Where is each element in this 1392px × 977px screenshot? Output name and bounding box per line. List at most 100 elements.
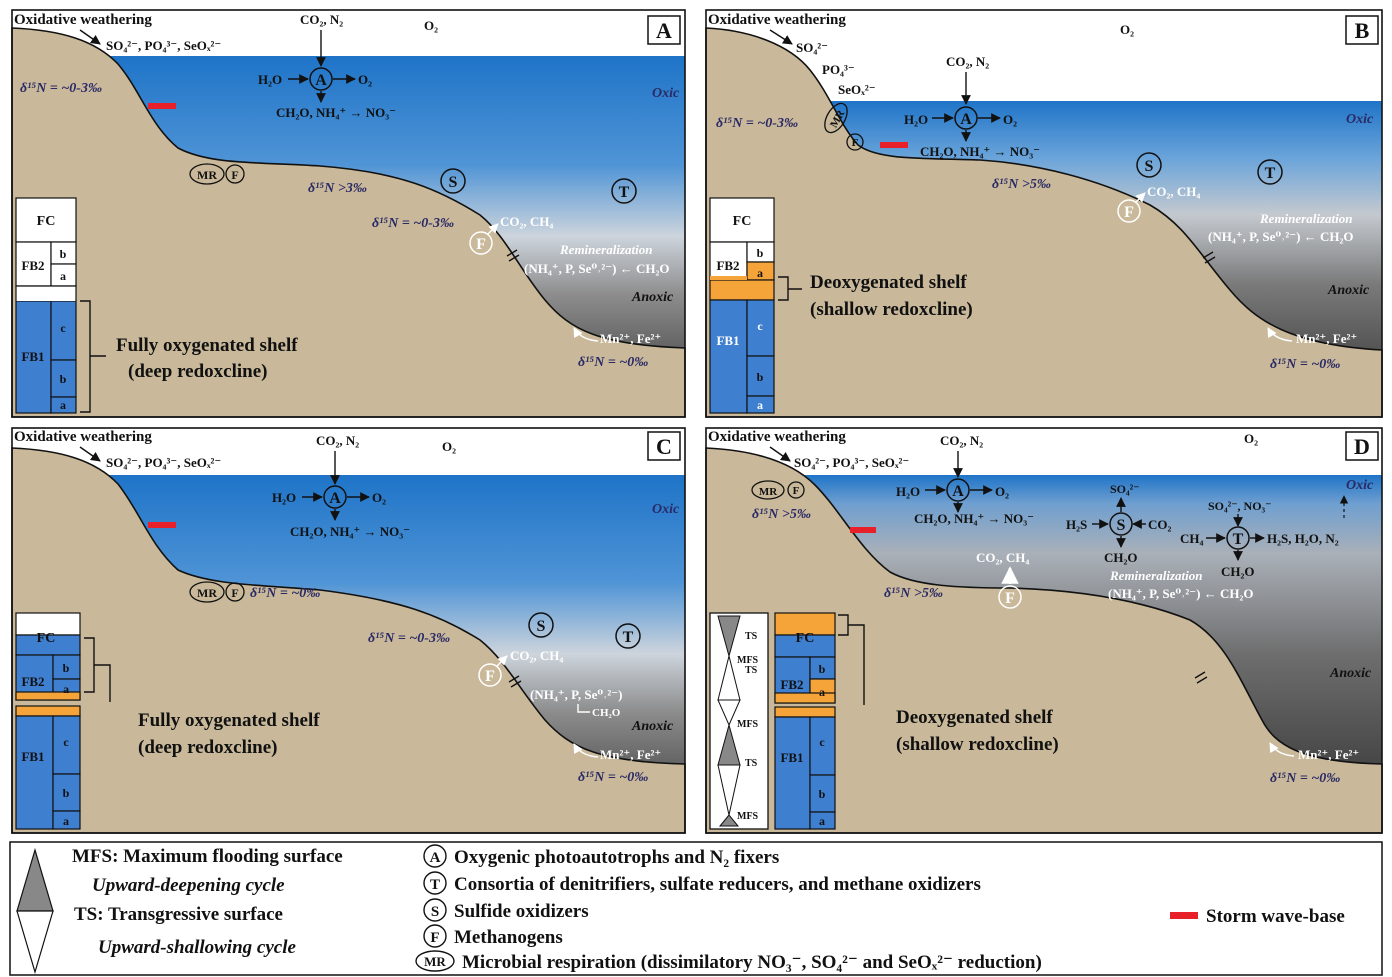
panel-d-col-fb1-c-label: c — [819, 735, 825, 749]
panel-b-n3: SeOₓ²⁻ — [838, 82, 876, 97]
panel-a-weathering: Oxidative weathering — [14, 12, 152, 28]
panel-d-gases: CO₂, N₂ — [940, 433, 983, 448]
panel-d-shelf-title: Deoxygenated shelf — [896, 707, 1053, 728]
panel-b-col-fb2-label: FB2 — [716, 258, 739, 273]
panel-b-anoxic: Anoxic — [1327, 283, 1370, 298]
legend-shallowing: Upward-shallowing cycle — [98, 937, 296, 958]
panel-c-col-fb1-c-label: c — [63, 735, 69, 749]
panel-c-col-fb1-a — [52, 810, 81, 830]
panel-b-f-label: F — [1124, 204, 1134, 221]
panel-c-seafloor — [11, 447, 686, 834]
panel-b-shelf-sub: (shallow redoxcline) — [810, 299, 973, 320]
panel-d-anoxic: Anoxic — [1329, 666, 1372, 681]
legend-mr-symbol — [415, 950, 455, 972]
panel-d-seq-box — [709, 612, 769, 830]
panel-a-shelf-title: Fully oxygenated shelf — [116, 335, 298, 356]
legend-mfs: MFS: Maximum flooding surface — [72, 846, 343, 867]
panel-a-oxic: Oxic — [652, 86, 680, 101]
panel-d-seq-tri-5 — [717, 764, 741, 816]
panel-a-o2: O₂ — [424, 18, 438, 33]
panel-d-col-fb2-b-label: b — [819, 662, 826, 676]
panel-b-col-fb1-a-label: a — [757, 398, 763, 412]
panel-d-col-fc-label: FC — [796, 631, 815, 646]
panel-c-shelf-sub: (deep redoxcline) — [138, 737, 278, 758]
panel-d-seq-tri-6 — [718, 814, 740, 827]
panel-d-col-fb2-a-label: a — [819, 685, 825, 699]
panel-d-metals-arrow — [1269, 742, 1295, 757]
panel-a-shelf-sub: (deep redoxcline) — [128, 361, 268, 382]
panel-c-col-fb1-c — [52, 715, 81, 775]
panel-b-col-orange — [709, 279, 775, 301]
panel-a-metals-arrow — [573, 327, 599, 342]
panel-a-anoxic: Anoxic — [631, 290, 674, 305]
panel-a-d15n-2: δ¹⁵N >3‰ — [308, 181, 367, 196]
panel-d-col-orange-2 — [774, 706, 836, 718]
panel-a-col-fb1-label: FB1 — [21, 349, 44, 364]
panel-a-f-arrow — [487, 223, 499, 235]
panel-d-letter: D — [1354, 434, 1370, 459]
panel-d-mr-label: MR — [759, 486, 778, 498]
panel-d-weathering: Oxidative weathering — [708, 429, 846, 445]
legend-f-symbol — [423, 924, 447, 948]
panel-d-column: FC FB2 b a FB1 c b a — [774, 612, 836, 830]
panel-b-col-fb2-b-label: b — [757, 246, 764, 260]
panel-b-column: FC FB2 b a FB1 c b a — [709, 197, 775, 414]
panel-a-a-right: O₂ — [358, 72, 372, 87]
legend-ts: TS: Transgressive surface — [74, 904, 283, 925]
panel-d-t-symbol — [1226, 526, 1250, 550]
panel-b-n1: SO₄²⁻ — [796, 40, 828, 55]
panel-a-col-fb2-b-label: b — [60, 247, 67, 261]
panel-d-bracket — [838, 614, 865, 705]
panel-b-s-label: S — [1145, 158, 1154, 175]
panel-b-s-symbol — [1136, 152, 1162, 178]
panel-a-col-fb2 — [15, 241, 52, 287]
legend-s-desc: Sulfide oxidizers — [454, 901, 589, 922]
panel-c-a-letter: A — [329, 490, 341, 507]
panel-b-d15n-2: δ¹⁵N >5‰ — [992, 177, 1051, 192]
panel-c-remin-eq: (NH₄⁺, P, Se⁰˒²⁻) — [530, 687, 622, 702]
panel-c-a-left: H₂O — [272, 490, 296, 505]
legend-t-letter: T — [430, 877, 440, 893]
panel-a-t-label: T — [619, 184, 630, 201]
panel-c-remin-arrow — [577, 704, 590, 713]
panel-b-break-mark — [1202, 251, 1216, 264]
panel-b-weathering: Oxidative weathering — [708, 12, 846, 28]
legend-f-letter: F — [430, 930, 439, 946]
panel-d-a-right: O₂ — [995, 484, 1009, 499]
panel-a-mr-label: MR — [197, 168, 217, 182]
panel-b-metals: Mn²⁺, Fe²⁺ — [1296, 331, 1357, 346]
panel-b-remin-label: Remineralization — [1259, 211, 1352, 226]
panel-a-col-fb2-label: FB2 — [21, 258, 44, 273]
panel-b-frame — [705, 9, 1383, 418]
panel-d-s-bottom: CH₂O — [1104, 550, 1138, 565]
panel-d-col-fb1-label: FB1 — [780, 750, 803, 765]
panel-c-a-right: O₂ — [372, 490, 386, 505]
panel-b-col-orange-top — [710, 276, 747, 280]
panel-c-t-label: T — [623, 629, 634, 646]
panel-a-f-symbol-small — [225, 164, 245, 184]
panel-d-a-bottom: CH₂O, NH₄⁺ → NO₃⁻ — [914, 511, 1034, 526]
panel-d-seq-tri-1 — [717, 615, 741, 658]
panel-c-s-symbol — [528, 612, 554, 638]
panel-c-d15n-3: δ¹⁵N = ~0-3‰ — [368, 631, 450, 646]
panel-b-a-letter: A — [960, 111, 972, 128]
panel-d-weathering-arrow — [769, 446, 791, 462]
panel-d-shelf-sub: (shallow redoxcline) — [896, 734, 1059, 755]
panel-c-col-fb1-a-label: a — [63, 814, 69, 828]
panel-a-d15n-1: δ¹⁵N = ~0-3‰ — [20, 81, 102, 96]
panel-c-storm-wave-base — [148, 522, 176, 528]
panel-c-col-fb2-b — [52, 654, 81, 680]
panel-a-d15n-3: δ¹⁵N = ~0-3‰ — [372, 216, 454, 231]
panel-c-column: FC FB2 b a FB1 c b a — [15, 612, 81, 830]
panel-d-col-fb1-b-label: b — [819, 787, 826, 801]
panel-d-mr-symbol — [751, 480, 785, 500]
panel-b-n2: PO₄³⁻ — [822, 62, 855, 77]
panel-b-letter: B — [1355, 18, 1370, 43]
panel-c-f-symbol — [478, 663, 502, 687]
legend-t-desc: Consortia of denitrifiers, sulfate reduc… — [454, 874, 981, 895]
legend-shallowing-symbol — [16, 910, 54, 975]
panel-d-seq-ts2: TS — [745, 665, 758, 676]
panel-d-a-left: H₂O — [896, 484, 920, 499]
panel-d-seq-mfs1: MFS — [737, 655, 759, 666]
